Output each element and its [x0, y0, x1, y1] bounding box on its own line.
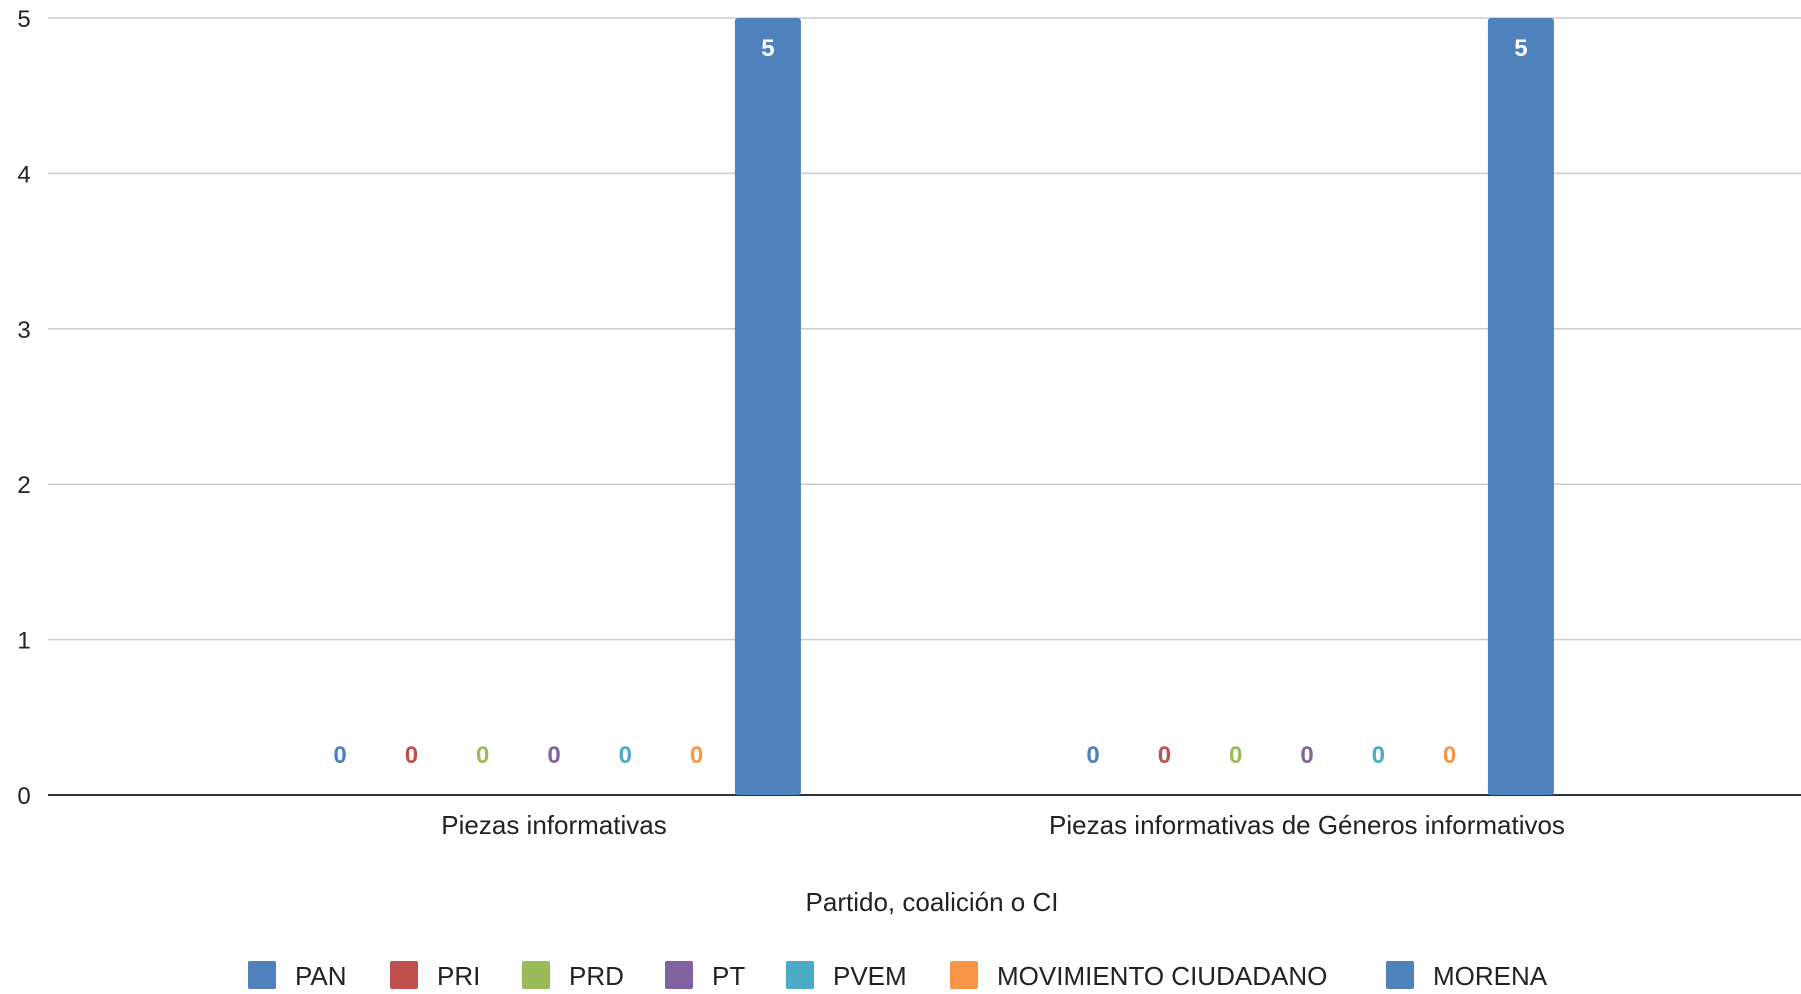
data-label: 0 — [1300, 742, 1313, 769]
bar-morena — [1487, 18, 1554, 795]
data-label: 0 — [1443, 742, 1456, 769]
legend-label: PVEM — [833, 961, 907, 991]
y-tick-label: 2 — [17, 472, 30, 499]
bar-morena — [734, 18, 801, 795]
legend-label: PAN — [295, 961, 347, 991]
legend-item-pan: PAN — [248, 961, 347, 991]
legend-item-prd: PRD — [522, 961, 624, 991]
x-tick-label: Piezas informativas — [441, 810, 666, 840]
legend-swatch — [665, 961, 693, 989]
legend-swatch — [950, 961, 978, 989]
legend-label: PT — [712, 961, 745, 991]
data-label: 0 — [405, 742, 418, 769]
data-labels: 0 0 0 0 0 0 5 0 0 0 0 0 0 5 — [333, 35, 1527, 769]
data-label: 0 — [1086, 742, 1099, 769]
y-tick-label: 5 — [17, 6, 30, 33]
y-tick-label: 3 — [17, 317, 30, 344]
y-axis: 0 1 2 3 4 5 — [17, 6, 30, 810]
legend-item-morena: MORENA — [1386, 961, 1548, 991]
legend-swatch — [522, 961, 550, 989]
legend-item-pt: PT — [665, 961, 745, 991]
data-label: 0 — [1229, 742, 1242, 769]
x-axis: Piezas informativas Piezas informativas d… — [441, 810, 1565, 840]
data-label: 0 — [690, 742, 703, 769]
legend-swatch — [248, 961, 276, 989]
y-tick-label: 0 — [17, 783, 30, 810]
legend-swatch — [1386, 961, 1414, 989]
data-label: 0 — [1158, 742, 1171, 769]
data-label: 5 — [1514, 35, 1527, 62]
y-tick-label: 1 — [17, 628, 30, 655]
x-axis-title: Partido, coalición o CI — [806, 887, 1059, 917]
legend-swatch — [786, 961, 814, 989]
x-tick-label: Piezas informativas de Géneros informati… — [1049, 810, 1565, 840]
data-label: 0 — [476, 742, 489, 769]
data-label: 0 — [1372, 742, 1385, 769]
legend-label: MOVIMIENTO CIUDADANO — [997, 961, 1327, 991]
bars — [734, 18, 1554, 795]
data-label: 0 — [333, 742, 346, 769]
legend-item-pvem: PVEM — [786, 961, 907, 991]
data-label: 5 — [761, 35, 774, 62]
data-label: 0 — [619, 742, 632, 769]
legend-swatch — [390, 961, 418, 989]
data-label: 0 — [547, 742, 560, 769]
legend-label: PRD — [569, 961, 624, 991]
legend-item-pri: PRI — [390, 961, 480, 991]
legend-label: MORENA — [1433, 961, 1548, 991]
legend-item-movimiento-ciudadano: MOVIMIENTO CIUDADANO — [950, 961, 1327, 991]
legend-label: PRI — [437, 961, 480, 991]
y-tick-label: 4 — [17, 161, 30, 188]
legend: PAN PRI PRD PT PVEM MOVIMIENTO CIUDADANO MOREN… — [248, 961, 1548, 991]
